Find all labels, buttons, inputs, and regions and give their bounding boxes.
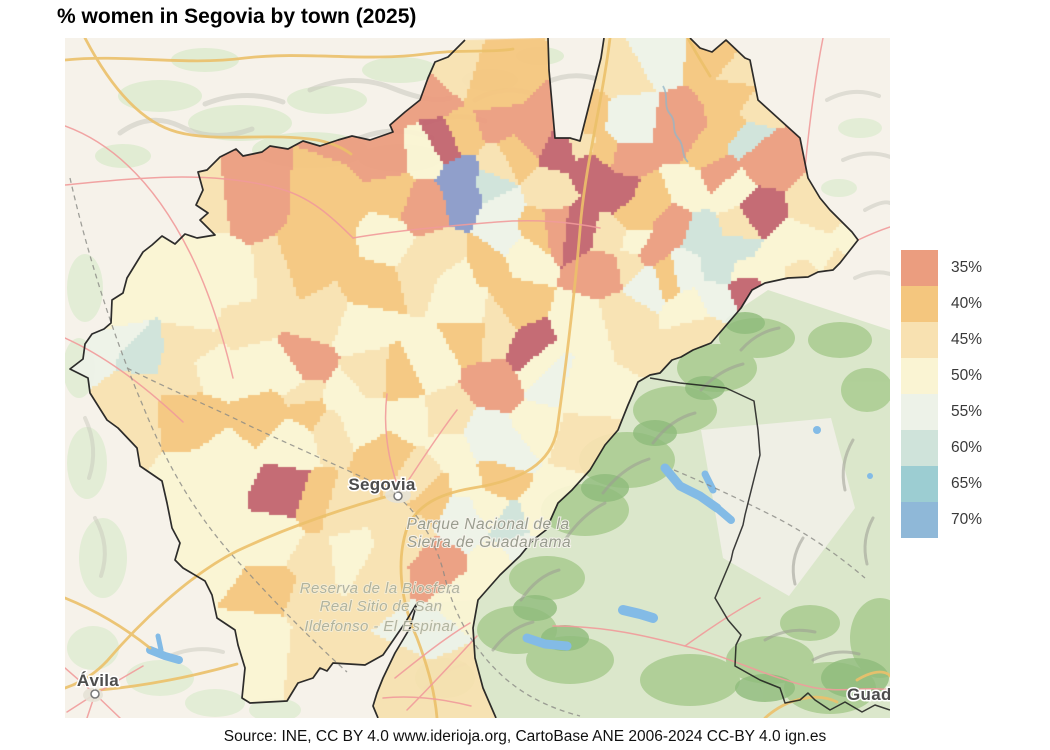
- city-label-guadalajara: Guada: [847, 685, 890, 704]
- legend-label: 45%: [951, 331, 983, 348]
- legend-swatch: [901, 394, 938, 430]
- legend-swatch: [901, 358, 938, 394]
- park-label-line2: Sierra de Guadarrama: [407, 534, 571, 551]
- legend-swatch: [901, 322, 938, 358]
- legend-item: 45%: [901, 322, 982, 358]
- page-title: % women in Segovia by town (2025): [57, 5, 417, 28]
- legend-item: 60%: [901, 430, 982, 466]
- legend-swatch: [901, 502, 938, 538]
- source-caption: Source: INE, CC BY 4.0 www.iderioja.org,…: [223, 728, 827, 745]
- legend-item: 50%: [901, 358, 982, 394]
- city-label-segovia: Segovia: [348, 475, 416, 494]
- legend-item: 70%: [901, 502, 982, 538]
- admin-boundary: [649, 377, 890, 713]
- legend: 35% 40% 45% 50% 55% 60% 65% 70%: [901, 250, 982, 538]
- reserve-label-line3: Ildefonso - El Espinar: [304, 618, 456, 635]
- legend-item: 35%: [901, 250, 982, 286]
- city-dot-avila: [90, 689, 100, 699]
- legend-swatch: [901, 430, 938, 466]
- province-boundary: [69, 38, 859, 718]
- legend-label: 35%: [951, 259, 983, 276]
- park-label-line1: Parque Nacional de la: [406, 516, 569, 533]
- legend-label: 70%: [951, 511, 983, 528]
- reserve-label-line1: Reserva de la Biosfera: [300, 580, 461, 597]
- roads-primary: [65, 38, 890, 718]
- roads-secondary: [65, 38, 890, 718]
- legend-item: 55%: [901, 394, 982, 430]
- railway: [69, 177, 866, 717]
- reserve-label-line2: Real Sitio de San: [320, 598, 443, 615]
- map: Segovia Ávila Guada Parque Nacional de l…: [65, 38, 890, 718]
- legend-label: 60%: [951, 439, 983, 456]
- legend-label: 55%: [951, 403, 983, 420]
- legend-item: 40%: [901, 286, 982, 322]
- legend-label: 40%: [951, 295, 983, 312]
- legend-label: 65%: [951, 475, 983, 492]
- legend-swatch: [901, 250, 938, 286]
- legend-item: 65%: [901, 466, 982, 502]
- legend-swatch: [901, 286, 938, 322]
- river-duraton: [662, 85, 689, 163]
- city-label-avila: Ávila: [77, 671, 119, 690]
- legend-label: 50%: [951, 367, 983, 384]
- legend-swatch: [901, 466, 938, 502]
- map-overlay: Segovia Ávila Guada Parque Nacional de l…: [65, 38, 890, 718]
- city-dot-segovia: [393, 491, 403, 501]
